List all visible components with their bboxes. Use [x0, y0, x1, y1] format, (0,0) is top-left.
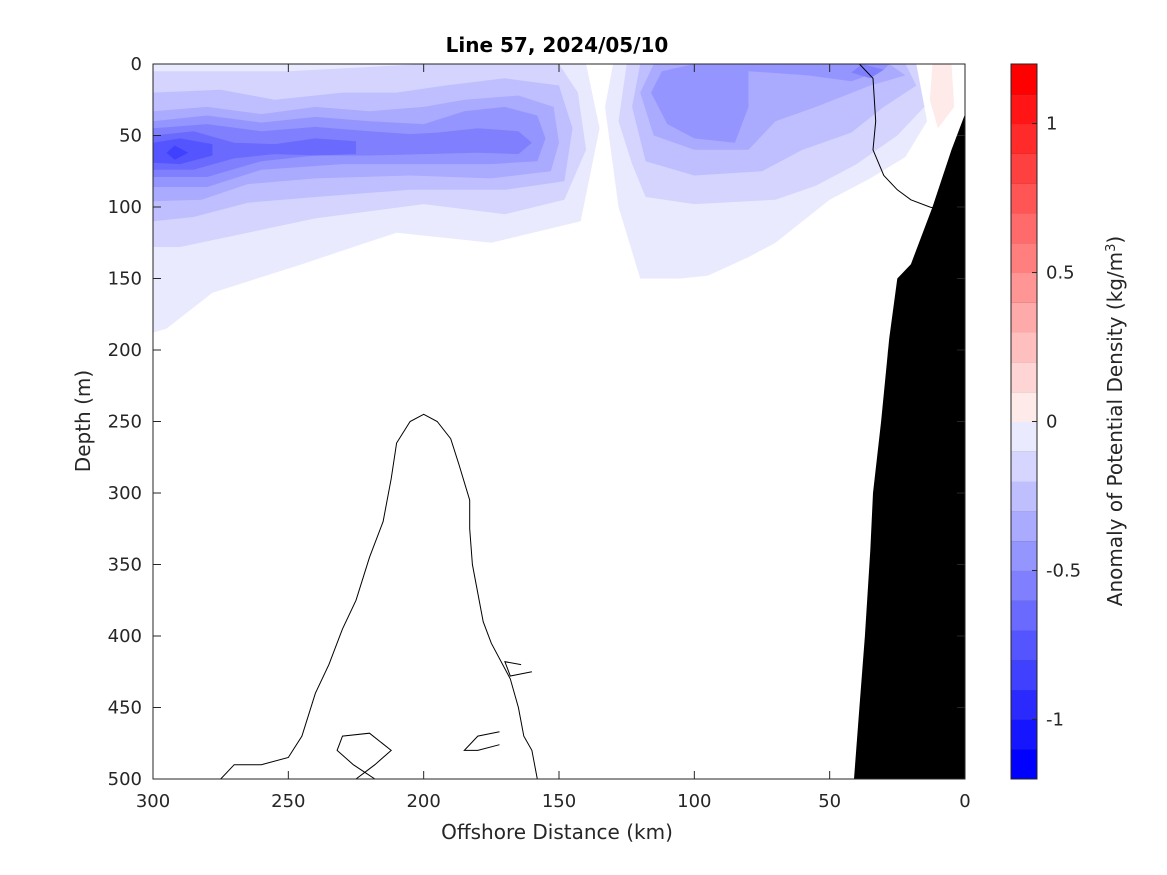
y-axis-label: Depth (m) — [71, 370, 95, 472]
x-tick-label: 150 — [542, 791, 576, 812]
y-tick-label: 0 — [131, 54, 142, 75]
colorbar-segment — [1011, 242, 1037, 274]
colorbar-tick-label: -0.5 — [1046, 560, 1081, 581]
chart-title: Line 57, 2024/05/10 — [446, 33, 669, 57]
colorbar-segment — [1011, 153, 1037, 184]
colorbar-segment — [1011, 361, 1037, 393]
colorbar-label-close: ) — [1103, 236, 1127, 244]
y-tick-label: 450 — [108, 698, 142, 719]
contour-region-2 — [929, 64, 955, 129]
y-tick-label: 250 — [108, 412, 142, 433]
y-tick-label: 100 — [108, 197, 142, 218]
x-axis-label: Offshore Distance (km) — [441, 820, 673, 844]
y-tick-label: 200 — [108, 340, 142, 361]
x-tick-label: 300 — [136, 791, 170, 812]
colorbar-segment — [1011, 749, 1037, 780]
colorbar: -1 -0.5 0 0.5 1 — [1010, 63, 1081, 780]
zero-contour-line-1 — [859, 64, 965, 224]
colorbar-segment — [1011, 272, 1037, 303]
bathymetry-layer — [854, 114, 965, 779]
colorbar-segment — [1011, 421, 1037, 452]
y-tick-label: 400 — [108, 626, 142, 647]
colorbar-segment — [1011, 212, 1037, 244]
y-tick-label: 350 — [108, 555, 142, 576]
colorbar-label-superscript: 3 — [1104, 244, 1119, 252]
contour-region-14 — [851, 64, 884, 79]
x-tick-label: 100 — [677, 791, 711, 812]
colorbar-segment — [1011, 481, 1037, 512]
y-tick-label: 500 — [108, 769, 142, 790]
colorbar-label-text: Anomaly of Potential Density (kg/m — [1103, 252, 1127, 606]
colorbar-segment — [1011, 64, 1037, 95]
colorbar-tick-label: 0.5 — [1046, 263, 1075, 284]
colorbar-segment — [1011, 123, 1037, 154]
zero-contour-line-2 — [220, 413, 538, 779]
contour-region-17 — [166, 145, 189, 160]
colorbar-segment — [1011, 451, 1037, 482]
zero-contour-layer — [220, 64, 965, 779]
colorbar-segment — [1011, 391, 1037, 422]
zero-contour-line-4 — [336, 732, 392, 779]
colorbar-segment — [1011, 93, 1037, 125]
contour-fill-layer — [153, 64, 955, 425]
colorbar-tick-label: 0 — [1046, 412, 1057, 433]
x-tick-label: 0 — [959, 791, 970, 812]
colorbar-tick-label: -1 — [1046, 709, 1064, 730]
colorbar-tick-label: 1 — [1046, 114, 1057, 135]
contour-region-15 — [153, 131, 356, 170]
colorbar-segment — [1011, 719, 1037, 750]
colorbar-segment — [1011, 600, 1037, 631]
x-tick-label: 250 — [271, 791, 305, 812]
colorbar-segment — [1011, 659, 1037, 691]
bathymetry-shape — [854, 114, 965, 779]
colorbar-segment — [1011, 332, 1037, 363]
x-axis-ticks: 300 250 200 150 100 50 0 — [136, 64, 971, 812]
colorbar-label: Anomaly of Potential Density (kg/m3) — [1103, 236, 1127, 606]
colorbar-segment — [1011, 689, 1037, 720]
colorbar-segment — [1011, 183, 1037, 214]
y-tick-label: 50 — [119, 126, 142, 147]
colorbar-segment — [1011, 540, 1037, 571]
colorbar-segment — [1011, 510, 1037, 542]
zero-contour-line-3 — [463, 731, 500, 751]
y-tick-label: 150 — [108, 269, 142, 290]
colorbar-segment — [1011, 630, 1037, 661]
x-tick-label: 200 — [406, 791, 440, 812]
zero-contour-line-5 — [504, 661, 532, 677]
y-tick-label: 300 — [108, 483, 142, 504]
colorbar-segment — [1011, 570, 1037, 601]
contour-region-12 — [651, 64, 890, 143]
x-tick-label: 50 — [818, 791, 841, 812]
y-axis-ticks: 0 50 100 150 200 250 300 350 400 450 500 — [108, 54, 965, 790]
colorbar-segment — [1011, 302, 1037, 333]
